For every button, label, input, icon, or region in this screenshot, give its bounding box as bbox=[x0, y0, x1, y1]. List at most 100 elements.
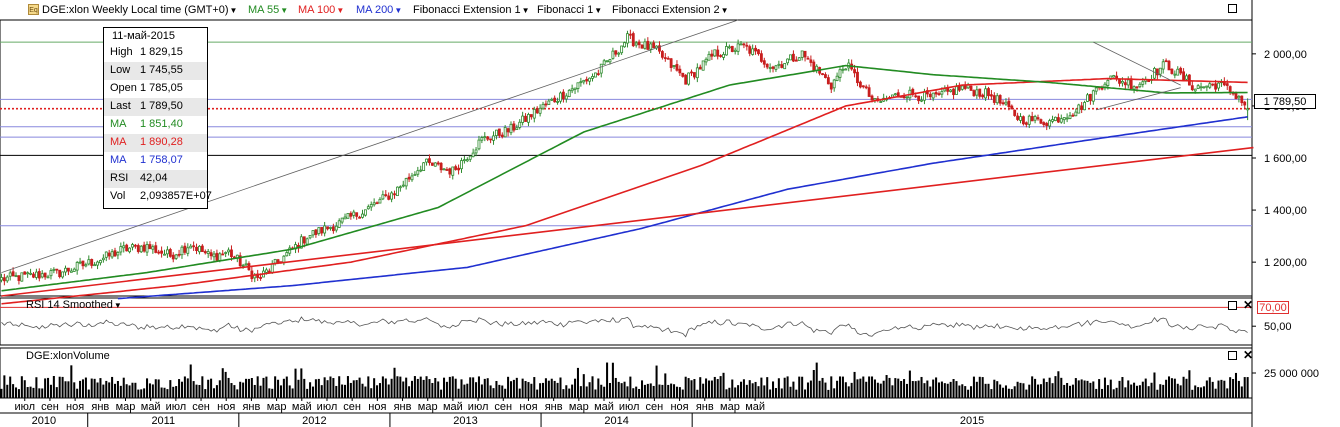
candle-body bbox=[419, 169, 423, 172]
volume-bar bbox=[871, 376, 874, 398]
candle-body bbox=[576, 82, 580, 89]
volume-bar bbox=[1179, 385, 1182, 398]
volume-bar bbox=[431, 382, 434, 398]
volume-bar bbox=[640, 380, 644, 398]
volume-bar bbox=[448, 376, 451, 398]
volume-bar bbox=[1240, 386, 1243, 398]
candle-body bbox=[46, 276, 50, 279]
candle-body bbox=[125, 244, 129, 252]
fib1-selector[interactable]: Fibonacci 1▼ bbox=[537, 4, 602, 16]
symbol-selector[interactable]: DGE:xlon Weekly Local time (GMT+0)▼ bbox=[42, 4, 237, 16]
volume-bar bbox=[1133, 382, 1136, 398]
volume-bar bbox=[189, 364, 192, 398]
volume-bar bbox=[84, 377, 87, 398]
volume-bar bbox=[713, 376, 716, 398]
candle-body bbox=[509, 123, 513, 134]
volume-bar bbox=[716, 379, 719, 398]
rsi-panel-selector[interactable]: RSI 14 Smoothed▼ bbox=[26, 299, 122, 311]
candle-body bbox=[992, 95, 996, 103]
candle-body bbox=[518, 121, 522, 128]
volume-bar bbox=[472, 377, 475, 398]
volume-bar bbox=[1042, 378, 1045, 398]
candle-body bbox=[1083, 102, 1087, 111]
candle-body bbox=[206, 251, 210, 254]
volume-bar bbox=[445, 381, 448, 398]
volume-bar bbox=[1170, 378, 1173, 398]
candle-body bbox=[136, 245, 140, 252]
volume-bar bbox=[673, 384, 676, 398]
candle-body bbox=[730, 45, 734, 52]
volume-bar bbox=[766, 377, 769, 398]
candle-body bbox=[1074, 111, 1078, 117]
volume-bar bbox=[940, 381, 943, 398]
candle-body bbox=[646, 40, 650, 50]
volume-bar bbox=[591, 376, 594, 398]
candle-body bbox=[559, 92, 562, 102]
eq-icon[interactable]: Eq bbox=[28, 4, 39, 15]
candle-body bbox=[1091, 90, 1095, 102]
volume-bar bbox=[981, 377, 984, 398]
candle-body bbox=[131, 244, 134, 248]
candle-body bbox=[1106, 80, 1110, 86]
volume-bar bbox=[1208, 377, 1211, 398]
fib-ext2-selector[interactable]: Fibonacci Extension 2▼ bbox=[612, 4, 729, 16]
volume-bar bbox=[1028, 384, 1031, 398]
dropdown-arrow-icon: ▼ bbox=[113, 301, 122, 310]
candle-body bbox=[617, 52, 621, 55]
candle-body bbox=[1080, 105, 1084, 110]
info-value: 42,04 bbox=[140, 172, 168, 184]
ma100-selector[interactable]: MA 100▼ bbox=[298, 4, 344, 16]
candle-body bbox=[378, 198, 382, 204]
volume-bar bbox=[355, 380, 358, 398]
info-row-ma200: MA 1 758,07 bbox=[104, 152, 207, 170]
volume-bar bbox=[539, 383, 542, 398]
volume-bar bbox=[443, 377, 446, 398]
candle-body bbox=[658, 45, 661, 52]
candle-body bbox=[853, 69, 856, 74]
candle-body bbox=[1115, 75, 1119, 79]
volume-bar bbox=[565, 385, 568, 398]
maximize-icon[interactable] bbox=[1228, 301, 1237, 310]
candle-body bbox=[340, 217, 344, 223]
price-tick-label: 2 000,00 bbox=[1264, 49, 1307, 61]
volume-bar bbox=[937, 382, 941, 398]
candle-body bbox=[841, 68, 845, 71]
volume-bar bbox=[1045, 381, 1048, 398]
month-label: мар bbox=[720, 401, 740, 413]
volume-bar bbox=[262, 377, 265, 398]
volume-bar bbox=[617, 381, 620, 398]
ma200-selector[interactable]: MA 200▼ bbox=[356, 4, 402, 16]
volume-bar bbox=[675, 386, 678, 398]
volume-bar bbox=[1074, 378, 1077, 398]
volume-bar bbox=[600, 384, 603, 398]
close-icon[interactable]: ✕ bbox=[1243, 298, 1254, 312]
candle-body bbox=[200, 245, 204, 252]
volume-bar bbox=[649, 383, 652, 398]
volume-bar bbox=[434, 377, 437, 398]
volume-bar bbox=[90, 378, 93, 398]
maximize-icon[interactable] bbox=[1228, 351, 1237, 360]
volume-bar bbox=[868, 376, 871, 398]
candle-body bbox=[503, 127, 507, 138]
month-label: мар bbox=[267, 401, 287, 413]
volume-bar bbox=[457, 388, 460, 398]
maximize-icon[interactable] bbox=[1228, 4, 1237, 13]
candle-body bbox=[445, 169, 449, 171]
volume-bar bbox=[1069, 385, 1072, 398]
volume-bar bbox=[210, 378, 213, 398]
volume-bar bbox=[169, 380, 172, 398]
candle-body bbox=[425, 158, 428, 163]
rsi-level-tag: 70,00 bbox=[1257, 301, 1289, 314]
close-icon[interactable]: ✕ bbox=[1243, 348, 1254, 362]
volume-bar bbox=[192, 381, 195, 398]
month-label: май bbox=[443, 401, 463, 413]
ma55-selector[interactable]: MA 55▼ bbox=[248, 4, 288, 16]
candle-body bbox=[931, 92, 935, 99]
candle-body bbox=[1042, 122, 1046, 126]
volume-bar bbox=[105, 380, 108, 398]
volume-bar bbox=[108, 382, 111, 398]
volume-bar bbox=[1048, 377, 1051, 398]
fib-ext1-selector[interactable]: Fibonacci Extension 1▼ bbox=[413, 4, 530, 16]
volume-bar bbox=[1025, 389, 1028, 398]
